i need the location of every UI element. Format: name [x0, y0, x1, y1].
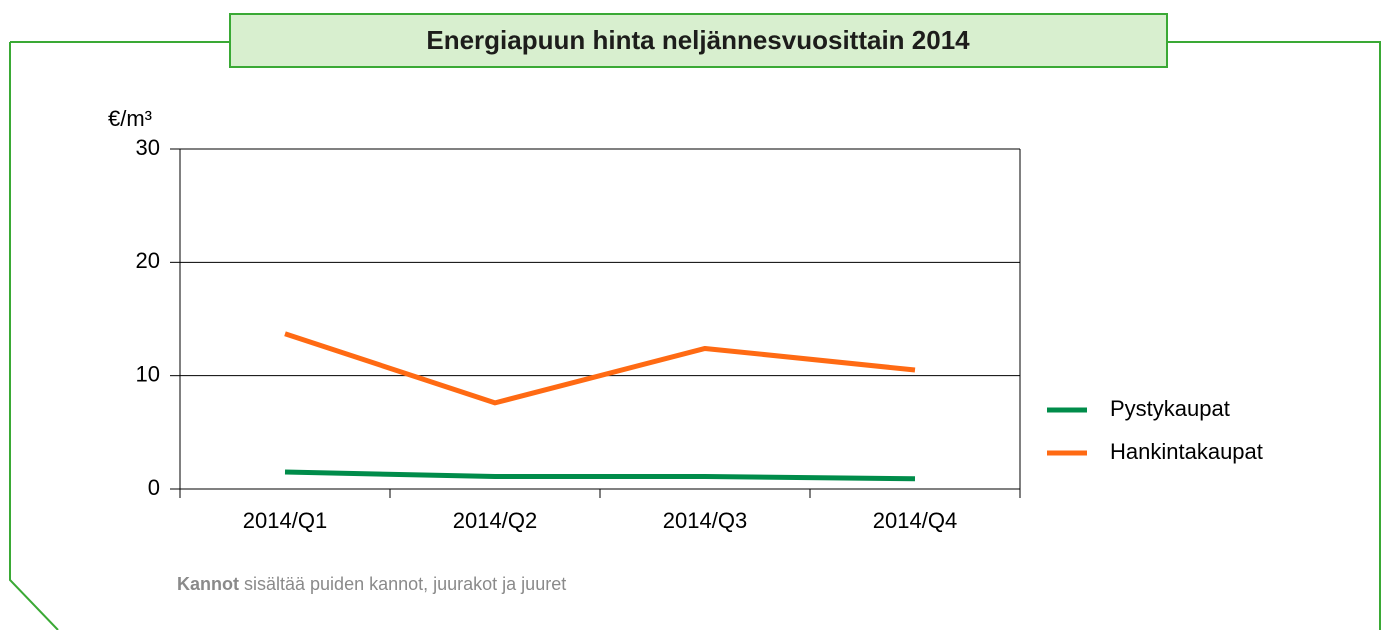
series-line	[284, 331, 916, 406]
note: Kannot sisältää puiden kannot, juurakot …	[177, 574, 566, 594]
y-tick-label: 20	[136, 248, 160, 273]
y-tick-label: 0	[148, 475, 160, 500]
frame	[1167, 41, 1381, 630]
legend-label: Pystykaupat	[1110, 396, 1230, 421]
series-line	[284, 469, 916, 482]
title-box	[229, 13, 1168, 68]
x-tick-label: 2014/Q4	[873, 508, 957, 533]
x-tick-label: 2014/Q3	[663, 508, 747, 533]
x-tick-label: 2014/Q1	[243, 508, 327, 533]
note-text: sisältää puiden kannot, juurakot ja juur…	[239, 574, 566, 594]
y-tick-label: 10	[136, 361, 160, 386]
y-axis-label: €/m³	[108, 106, 152, 131]
frame	[9, 42, 59, 630]
y-tick-label: 30	[136, 135, 160, 160]
note-bold: Kannot	[177, 574, 239, 594]
legend-label: Hankintakaupat	[1110, 439, 1263, 464]
chart-title: Energiapuun hinta neljännesvuosittain 20…	[426, 25, 970, 55]
x-tick-label: 2014/Q2	[453, 508, 537, 533]
